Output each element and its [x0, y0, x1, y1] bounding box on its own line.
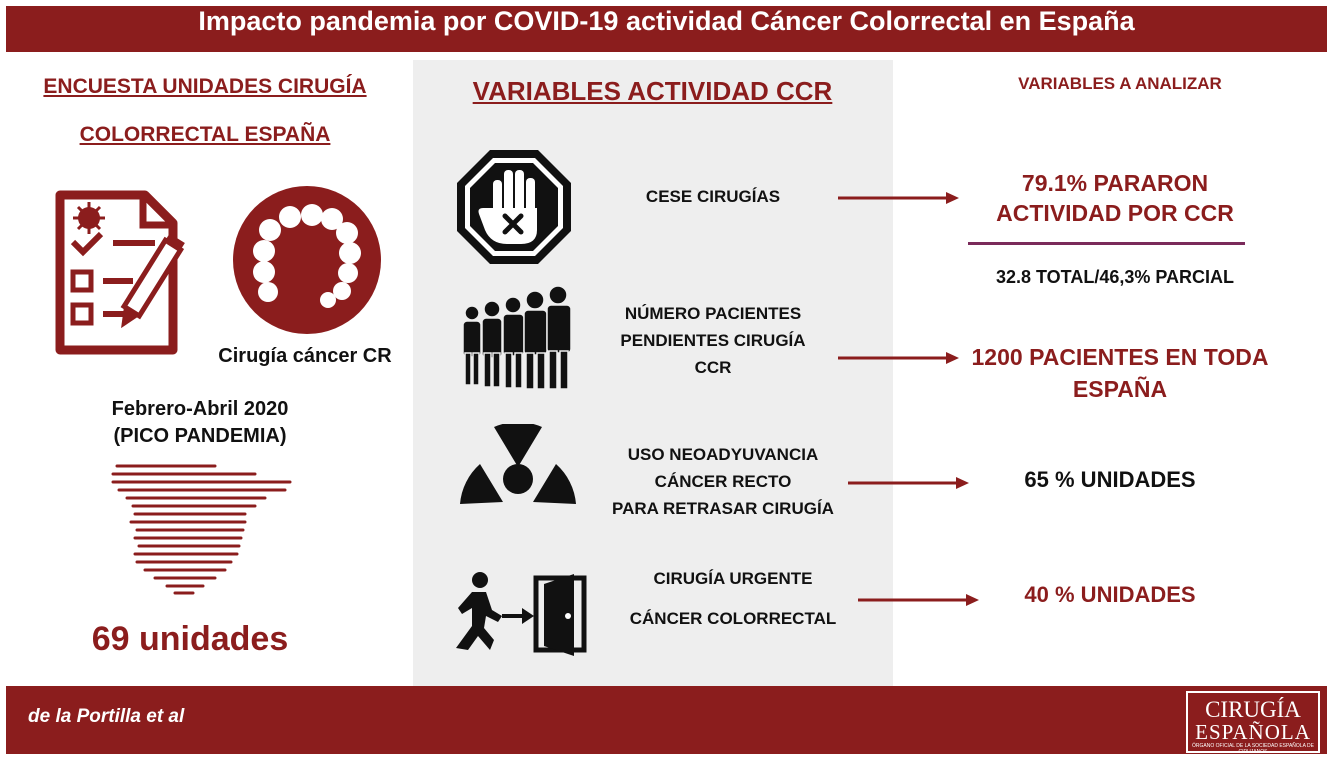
emergency-exit-icon [456, 572, 587, 656]
arrow-2 [838, 352, 959, 364]
arrow-3 [848, 477, 969, 489]
result-4: 40 % UNIDADES [1024, 582, 1196, 607]
survey-heading-line2: COLORRECTAL ESPAÑA [79, 123, 331, 146]
result-3: 65 % UNIDADES [1024, 467, 1196, 492]
survey-heading-line1: ENCUESTA UNIDADES CIRUGÍA [43, 75, 367, 98]
variable-4-line1: CIRUGÍA URGENTE [653, 569, 813, 588]
journal-logo: CIRUGÍA ESPAÑOLA ÓRGANO OFICIAL DE LA SO… [1186, 691, 1320, 755]
variable-3-line2: CÁNCER RECTO [654, 472, 792, 491]
people-queue-icon [462, 285, 572, 390]
page-title: Impacto pandemia por COVID-19 actividad … [198, 6, 1135, 36]
period-line2: (PICO PANDEMIA) [113, 425, 287, 447]
spain-map-icon [111, 464, 292, 595]
result-2-line1: 1200 PACIENTES EN TODA [971, 344, 1269, 370]
variable-3-line3: PARA RETRASAR CIRUGÍA [612, 499, 834, 518]
colon-caption: Cirugía cáncer CR [218, 345, 392, 367]
logo-line1: CIRUGÍA [1205, 697, 1301, 722]
result-1-divider [968, 242, 1245, 245]
variable-3-line1: USO NEOADYUVANCIA [627, 445, 819, 464]
activity-variables-heading: VARIABLES ACTIVIDAD CCR [472, 76, 833, 106]
variable-2-line1: NÚMERO PACIENTES [624, 304, 802, 323]
variable-4-line2: CÁNCER COLORRECTAL [629, 609, 837, 628]
units-count: 69 unidades [91, 620, 289, 658]
variable-1-line1: CESE CIRUGÍAS [645, 187, 781, 206]
footer-bar [6, 686, 1327, 754]
result-2-line2: ESPAÑA [1072, 376, 1168, 402]
arrow-4 [858, 594, 979, 606]
author-credit: de la Portilla et al [28, 706, 185, 727]
result-1-line2: ACTIVIDAD POR CCR [996, 200, 1234, 226]
variable-2-line2: PENDIENTES CIRUGÍA [620, 331, 806, 350]
radiation-icon [460, 424, 576, 504]
stop-hand-icon [457, 150, 571, 264]
variable-2-line3: CCR [694, 358, 732, 377]
survey-document-icon [55, 190, 185, 355]
logo-line2: ESPAÑOLA [1195, 720, 1311, 744]
result-1-line1: 79.1% PARARON [1021, 170, 1209, 196]
arrow-1 [838, 192, 959, 204]
colon-icon [233, 186, 381, 334]
analysis-variables-heading: VARIABLES A ANALIZAR [1018, 74, 1222, 93]
period-line1: Febrero-Abril 2020 [111, 398, 289, 420]
result-1-detail: 32.8 TOTAL/46,3% PARCIAL [995, 267, 1235, 287]
title-bar [6, 6, 1327, 52]
logo-line3: ÓRGANO OFICIAL DE LA SOCIEDAD ESPAÑOLA D… [1192, 743, 1314, 755]
